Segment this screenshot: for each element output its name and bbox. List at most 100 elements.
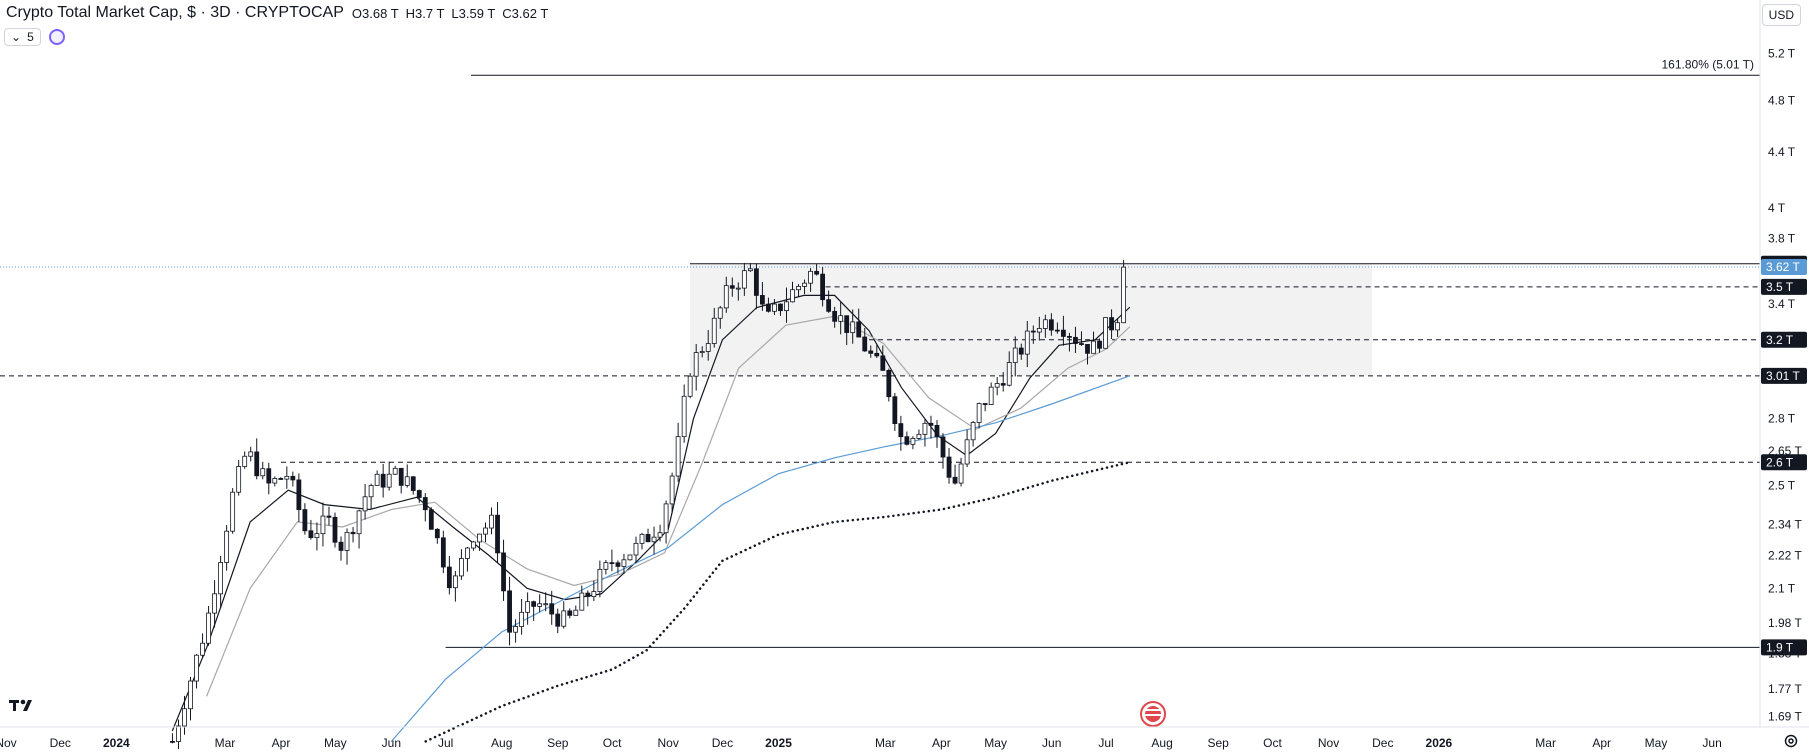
- candle-body: [651, 536, 657, 543]
- x-tick-label: Dec: [712, 736, 733, 750]
- x-tick-label: Sep: [547, 736, 569, 750]
- flag-stripe: [1145, 714, 1162, 716]
- ohlc-values: O3.68 T H3.7 T L3.59 T C3.62 T: [352, 6, 548, 21]
- level-badge-bg: [1761, 331, 1807, 348]
- candle-body: [669, 475, 675, 505]
- candle-body: [645, 533, 651, 543]
- candle-body: [790, 289, 795, 303]
- x-tick-label: Oct: [1263, 736, 1282, 750]
- candle-body: [1061, 329, 1066, 337]
- indicators-toggle-button[interactable]: ⌄ 5: [4, 28, 41, 46]
- candle-body: [434, 528, 440, 539]
- x-tick-label: Mar: [1535, 736, 1556, 750]
- candle-body: [868, 350, 874, 354]
- candle-body: [573, 609, 579, 616]
- x-tick-label: Mar: [215, 736, 236, 750]
- candle-body: [898, 423, 904, 438]
- y-tick-label: 2.34 T: [1768, 517, 1802, 531]
- x-tick-label: Sep: [1207, 736, 1229, 750]
- candle-body: [459, 558, 464, 577]
- candle-body: [1115, 322, 1120, 331]
- x-tick-label: Dec: [50, 736, 71, 750]
- settings-gear-icon[interactable]: [1783, 733, 1799, 749]
- candle-body: [874, 352, 880, 357]
- candle-body: [729, 285, 735, 289]
- candle-body: [796, 285, 801, 291]
- candle-body: [314, 533, 320, 539]
- candle-body: [1006, 362, 1012, 386]
- level-badge-bg: [1761, 278, 1807, 295]
- level-badge-bg: [1761, 639, 1807, 656]
- symbol-title[interactable]: Crypto Total Market Cap, $ · 3D · CRYPTO…: [6, 4, 344, 21]
- x-tick-label: Jul: [438, 736, 453, 750]
- candle-body: [940, 436, 946, 458]
- fib-level-label: 161.80% (5.01 T): [1661, 57, 1754, 71]
- candle-body: [350, 531, 356, 535]
- x-tick-label: 2024: [103, 736, 130, 750]
- candle-body: [465, 547, 470, 559]
- level-badge-bg: [1761, 454, 1807, 471]
- y-tick-label: 5.2 T: [1768, 46, 1796, 60]
- candle-body: [446, 566, 452, 589]
- refresh-icon[interactable]: [48, 29, 65, 45]
- candle-body: [850, 321, 856, 333]
- y-tick-label: 1.69 T: [1768, 709, 1802, 723]
- x-tick-label: Jul: [1098, 736, 1113, 750]
- candle-body: [332, 516, 338, 543]
- candle-body: [392, 467, 398, 475]
- candle-body: [1109, 317, 1114, 331]
- x-tick-label: Jun: [1702, 736, 1721, 750]
- candle-body: [1067, 336, 1072, 338]
- candle-body: [513, 626, 518, 633]
- candle-body: [597, 568, 603, 592]
- candle-body: [609, 562, 615, 565]
- level-badge: 2.6 T: [1766, 455, 1794, 469]
- candle-body: [398, 467, 404, 486]
- candle-body: [416, 490, 422, 498]
- candle-body: [633, 542, 639, 556]
- candle-body: [236, 466, 242, 493]
- candle-body: [627, 554, 633, 561]
- candle-body: [404, 476, 410, 486]
- candle-body: [218, 562, 224, 595]
- moving-average-line: [171, 294, 1131, 732]
- candle-body: [723, 285, 729, 309]
- candle-body: [862, 336, 868, 352]
- candle-body: [910, 438, 916, 445]
- candle-body: [368, 485, 374, 498]
- x-tick-label: May: [324, 736, 347, 750]
- candle-body: [1036, 328, 1042, 333]
- candle-body: [603, 562, 609, 570]
- moving-average-line: [206, 315, 1131, 697]
- candle-body: [970, 422, 976, 441]
- candle-body: [639, 533, 645, 544]
- candle-body: [1012, 347, 1018, 363]
- low-value: 3.59 T: [458, 5, 496, 21]
- candle-body: [308, 530, 314, 539]
- tradingview-logo-icon: [9, 699, 32, 711]
- candle-body: [1030, 330, 1036, 333]
- candle-body: [344, 531, 350, 551]
- candle-body: [976, 403, 982, 423]
- candle-body: [958, 463, 964, 484]
- chevron-down-icon: ⌄: [11, 30, 22, 44]
- currency-selector[interactable]: USD: [1761, 4, 1801, 26]
- open-label: O: [351, 5, 363, 21]
- x-tick-label: Jun: [1042, 736, 1061, 750]
- candle-body: [711, 317, 717, 344]
- candle-body: [501, 552, 506, 592]
- open-value: 3.68 T: [362, 5, 399, 21]
- candle-body: [892, 396, 898, 425]
- x-tick-label: Dec: [1372, 736, 1393, 750]
- candle-body: [549, 603, 555, 615]
- candle-body: [1048, 319, 1054, 331]
- candle-body: [784, 301, 789, 312]
- candle-body: [278, 478, 284, 480]
- candle-body: [832, 310, 838, 322]
- candle-body: [988, 386, 994, 405]
- y-tick-label: 4.8 T: [1768, 94, 1796, 108]
- range-zone: [689, 263, 1372, 376]
- candle-body: [254, 451, 260, 477]
- candle-body: [1085, 344, 1090, 354]
